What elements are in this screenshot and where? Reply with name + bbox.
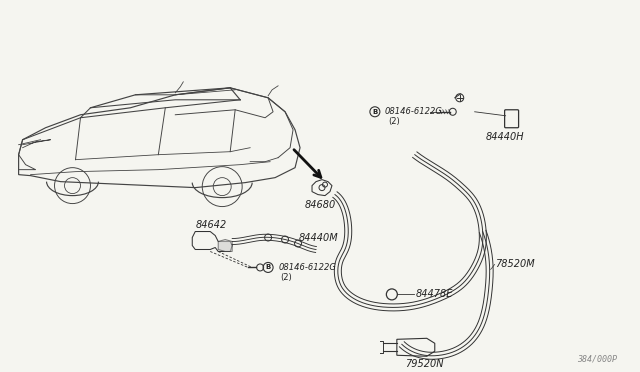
Text: 84440H: 84440H (485, 132, 524, 142)
Text: 84642: 84642 (195, 219, 227, 230)
Text: 84440M: 84440M (298, 232, 338, 243)
Text: 84478E: 84478E (416, 289, 453, 299)
Text: 79520N: 79520N (405, 359, 444, 369)
Polygon shape (218, 240, 232, 251)
Text: B: B (372, 109, 378, 115)
Text: 08146-6122G: 08146-6122G (278, 263, 336, 272)
Text: 84680: 84680 (305, 200, 335, 209)
Text: (2): (2) (280, 273, 292, 282)
Text: 78520M: 78520M (495, 259, 534, 269)
Text: B: B (266, 264, 271, 270)
Text: 384/000P: 384/000P (577, 354, 618, 363)
Text: (2): (2) (388, 117, 399, 126)
Text: 08146-6122G: 08146-6122G (385, 107, 443, 116)
